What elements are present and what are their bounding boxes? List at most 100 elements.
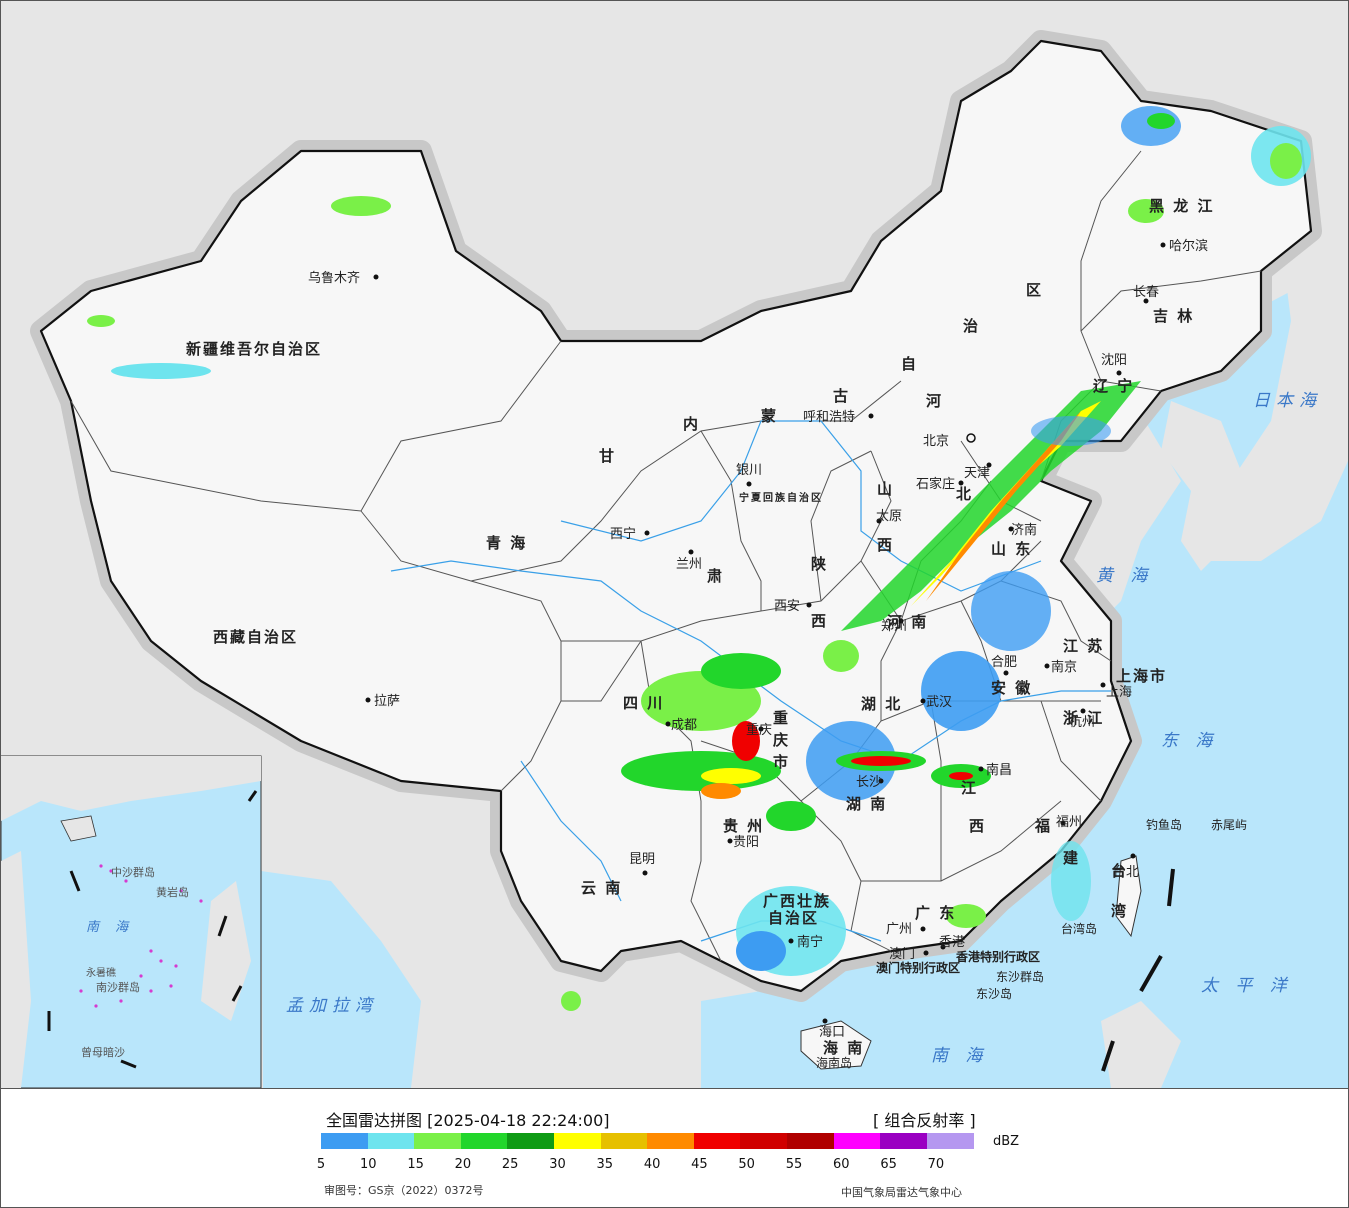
colorbar-swatch: [833, 1133, 881, 1149]
svg-text:西: 西: [811, 612, 828, 630]
svg-text:内: 内: [683, 415, 700, 433]
svg-text:云 南: 云 南: [581, 879, 622, 897]
svg-text:石家庄: 石家庄: [916, 476, 955, 492]
svg-text:广 东: 广 东: [915, 904, 956, 922]
echo-band: [823, 381, 1141, 731]
svg-text:河 南: 河 南: [887, 613, 928, 631]
colorbar-tick-label: 40: [643, 1157, 661, 1172]
svg-text:太原: 太原: [876, 509, 902, 524]
svg-text:贵 州: 贵 州: [723, 817, 764, 835]
svg-text:自: 自: [901, 355, 918, 373]
colorbar-tick-label: 55: [785, 1157, 803, 1172]
philippines-land: [1101, 1001, 1181, 1088]
svg-text:湖 北: 湖 北: [861, 695, 902, 713]
product-name: [ 组合反射率 ]: [873, 1111, 976, 1130]
svg-text:澳门特别行政区: 澳门特别行政区: [876, 960, 960, 975]
svg-text:青 海: 青 海: [486, 534, 527, 552]
svg-text:辽 宁: 辽 宁: [1093, 377, 1134, 395]
colorbar-tick-label: 25: [501, 1157, 519, 1172]
svg-text:上海市: 上海市: [1116, 667, 1167, 685]
svg-text:安 徽: 安 徽: [991, 679, 1032, 697]
svg-text:治: 治: [963, 317, 980, 335]
svg-text:长春: 长春: [1133, 285, 1159, 300]
svg-text:合肥: 合肥: [991, 655, 1017, 670]
svg-text:东沙群岛: 东沙群岛: [996, 969, 1044, 984]
unit-label: dBZ: [993, 1134, 1020, 1149]
svg-text:甘: 甘: [599, 447, 616, 465]
svg-text:天津: 天津: [964, 466, 990, 481]
svg-text:钓鱼岛: 钓鱼岛: [1146, 817, 1182, 832]
svg-text:重: 重: [773, 709, 790, 727]
svg-text:山: 山: [877, 480, 894, 498]
colorbar-tick-label: 35: [596, 1157, 614, 1172]
colorbar-swatch: [554, 1133, 602, 1149]
svg-text:黄 海: 黄 海: [1096, 566, 1153, 586]
svg-text:香港: 香港: [939, 935, 965, 950]
svg-text:孟加拉湾: 孟加拉湾: [286, 996, 378, 1016]
svg-text:北京: 北京: [923, 434, 949, 449]
echo-south: [561, 841, 1091, 1011]
svg-text:呼和浩特: 呼和浩特: [803, 410, 855, 425]
colorbar-tick-label: 15: [407, 1157, 424, 1172]
svg-text:河: 河: [926, 392, 943, 410]
svg-text:市: 市: [773, 753, 790, 771]
svg-text:湾: 湾: [1111, 902, 1128, 920]
svg-text:蒙: 蒙: [761, 407, 778, 425]
radar-echoes: [87, 106, 1311, 1011]
svg-text:江 苏: 江 苏: [1063, 637, 1104, 655]
svg-text:武汉: 武汉: [926, 695, 952, 710]
svg-text:长沙: 长沙: [856, 775, 882, 790]
svg-text:海南岛: 海南岛: [816, 1055, 852, 1070]
colorbar-tick-label: 65: [880, 1157, 897, 1172]
svg-text:西藏自治区: 西藏自治区: [213, 628, 298, 646]
svg-text:西宁: 西宁: [610, 526, 636, 542]
colorbar-tick-label: 30: [549, 1157, 566, 1172]
colorbar-tick-label: 70: [927, 1157, 945, 1172]
svg-text:拉萨: 拉萨: [374, 694, 400, 709]
japan-land: [1201, 151, 1348, 561]
island-labels: 钓鱼岛 赤尾屿 台湾岛 东沙群岛 东沙岛 海南岛 香港特别行政区 澳门特别行政区: [816, 817, 1247, 1070]
svg-text:黑 龙 江: 黑 龙 江: [1149, 197, 1214, 215]
svg-text:贵阳: 贵阳: [733, 835, 759, 850]
svg-text:香港特别行政区: 香港特别行政区: [955, 949, 1040, 964]
colorbar-swatch: [880, 1133, 928, 1149]
svg-text:台: 台: [1111, 862, 1128, 880]
colorbar-swatch: [787, 1133, 835, 1149]
svg-text:台湾岛: 台湾岛: [1061, 921, 1097, 936]
svg-text:郑州: 郑州: [881, 619, 907, 634]
province-labels: 新疆维吾尔自治区 西藏自治区 青 海 甘 肃 内 蒙 古 自 治 区 黑 龙 江…: [186, 197, 1214, 1057]
svg-text:东沙岛: 东沙岛: [976, 986, 1012, 1001]
colorbar-swatch: [367, 1133, 415, 1149]
echo-xinjiang: [87, 196, 391, 379]
svg-text:黄岩岛: 黄岩岛: [156, 885, 189, 899]
radar-map[interactable]: 新疆维吾尔自治区 西藏自治区 青 海 甘 肃 内 蒙 古 自 治 区 黑 龙 江…: [1, 1, 1348, 1088]
colorbar-tick-label: 60: [833, 1157, 850, 1172]
echo-hunan: [806, 721, 991, 801]
svg-text:自治区: 自治区: [768, 909, 819, 927]
colorbar-swatch: [926, 1133, 974, 1149]
svg-text:浙 江: 浙 江: [1063, 709, 1104, 727]
svg-text:兰州: 兰州: [676, 557, 702, 572]
svg-text:哈尔滨: 哈尔滨: [1169, 238, 1208, 254]
svg-text:宁夏回族自治区: 宁夏回族自治区: [739, 491, 823, 504]
colorbar-tick-label: 50: [738, 1157, 755, 1172]
echo-northeast: [1121, 106, 1311, 223]
svg-text:山 东: 山 东: [991, 540, 1032, 558]
svg-text:肃: 肃: [707, 567, 724, 585]
svg-text:广西壮族: 广西壮族: [763, 892, 831, 910]
sea-labels: 日本海 黄 海 东 海 太 平 洋 南 海 孟加拉湾 南 海: [86, 391, 1316, 1066]
svg-text:澳门: 澳门: [889, 946, 915, 962]
svg-text:南昌: 南昌: [986, 762, 1012, 778]
legend-title: 全国雷达拼图 [2025-04-18 22:24:00]: [326, 1111, 610, 1130]
colorbar-swatch: [507, 1133, 555, 1149]
svg-text:四 川: 四 川: [623, 694, 664, 712]
svg-text:广州: 广州: [886, 922, 912, 937]
svg-text:新疆维吾尔自治区: 新疆维吾尔自治区: [186, 340, 322, 358]
svg-text:江: 江: [961, 779, 978, 797]
svg-text:曾母暗沙: 曾母暗沙: [81, 1045, 125, 1059]
svg-text:庆: 庆: [773, 731, 790, 749]
svg-text:南 海: 南 海: [86, 920, 134, 935]
colorbar-swatch: [600, 1133, 648, 1149]
svg-text:沈阳: 沈阳: [1101, 353, 1127, 368]
